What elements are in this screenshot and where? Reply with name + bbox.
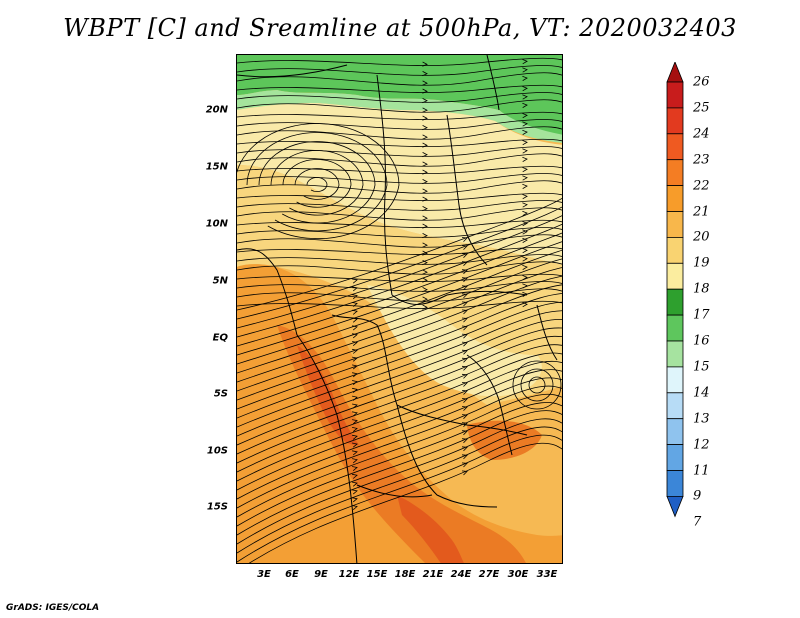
colorbar-box	[667, 212, 683, 238]
lon-label-18e: 18E	[395, 569, 416, 580]
lon-label-30e: 30E	[508, 569, 529, 580]
lon-label-21e: 21E	[423, 569, 444, 580]
colorbar-label: 12	[693, 437, 710, 452]
lon-label-9e: 9E	[314, 569, 328, 580]
colorbar-label: 19	[693, 256, 710, 271]
colorbar-label: 23	[693, 152, 710, 167]
lat-label-5s: 5S	[188, 389, 228, 400]
map-canvas	[237, 55, 563, 564]
colorbar-box	[667, 289, 683, 315]
colorbar-box	[667, 341, 683, 367]
colorbar-label: 15	[693, 359, 710, 374]
colorbar-box	[667, 315, 683, 341]
lat-label-20n: 20N	[188, 105, 228, 116]
lon-label-24e: 24E	[451, 569, 472, 580]
colorbar-box	[667, 237, 683, 263]
lon-label-3e: 3E	[257, 569, 271, 580]
colorbar-label: 22	[693, 178, 710, 193]
lat-label-eq: EQ	[188, 333, 228, 344]
colorbar-box	[667, 82, 683, 108]
colorbar-bottom-arrow	[667, 496, 683, 516]
colorbar-box	[667, 393, 683, 419]
lon-label-33e: 33E	[537, 569, 558, 580]
colorbar-label: 7	[693, 515, 701, 530]
lon-label-12e: 12E	[339, 569, 360, 580]
lat-label-15s: 15S	[188, 502, 228, 513]
lon-label-6e: 6E	[285, 569, 299, 580]
colorbar-box	[667, 263, 683, 289]
colorbar	[660, 62, 690, 558]
colorbar-box	[667, 471, 683, 497]
lat-label-15n: 15N	[188, 162, 228, 173]
colorbar-box	[667, 367, 683, 393]
colorbar-label: 14	[693, 385, 710, 400]
colorbar-box	[667, 186, 683, 212]
colorbar-box	[667, 108, 683, 134]
colorbar-label: 20	[693, 230, 710, 245]
colorbar-label: 18	[693, 282, 710, 297]
colorbar-label: 17	[693, 308, 710, 323]
colorbar-box	[667, 419, 683, 445]
lat-label-5n: 5N	[188, 276, 228, 287]
colorbar-label: 26	[693, 75, 710, 90]
chart-title: WBPT [C] and Sreamline at 500hPa, VT: 20…	[0, 14, 800, 42]
colorbar-label: 25	[693, 100, 710, 115]
colorbar-label: 13	[693, 411, 710, 426]
colorbar-top-arrow	[667, 62, 683, 82]
lon-label-27e: 27E	[479, 569, 500, 580]
lat-label-10s: 10S	[188, 446, 228, 457]
lon-label-15e: 15E	[367, 569, 388, 580]
colorbar-box	[667, 445, 683, 471]
colorbar-box	[667, 134, 683, 160]
colorbar-label: 11	[693, 463, 710, 478]
colorbar-label: 16	[693, 334, 710, 349]
colorbar-label: 9	[693, 489, 701, 504]
colorbar-label: 21	[693, 204, 710, 219]
colorbar-box	[667, 160, 683, 186]
lat-label-10n: 10N	[188, 219, 228, 230]
credit-text: GrADS: IGES/COLA	[6, 603, 99, 613]
colorbar-label: 24	[693, 126, 710, 141]
map-panel	[236, 54, 563, 564]
